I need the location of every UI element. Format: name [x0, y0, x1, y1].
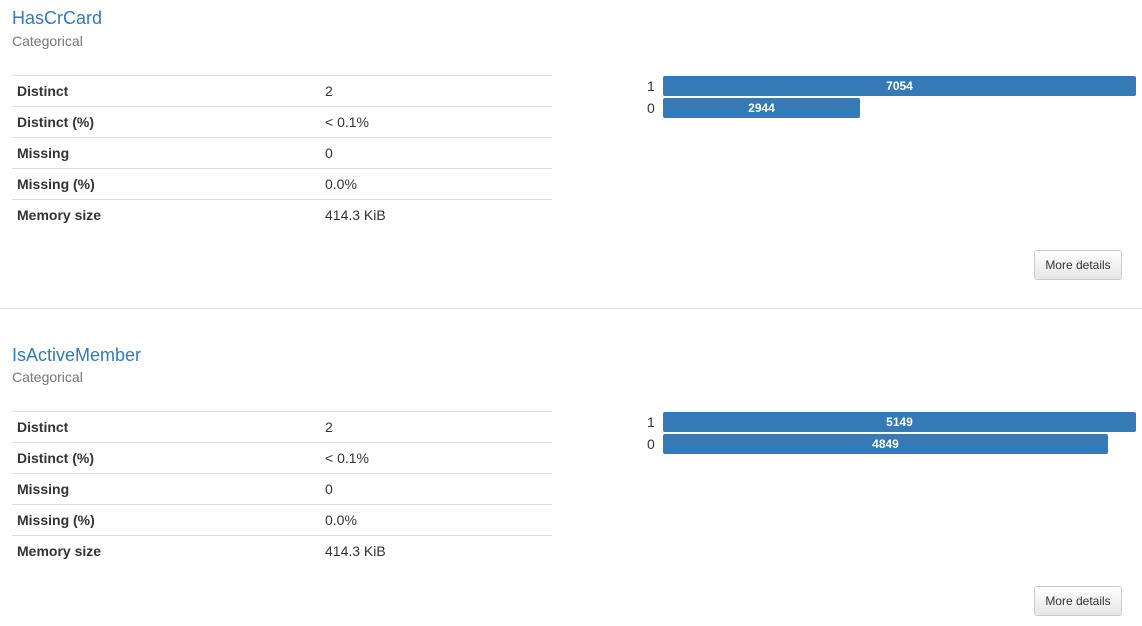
bar-value-label: 4849: [872, 437, 899, 451]
bar: 4849: [663, 434, 1108, 454]
table-row: Missing 0: [12, 473, 552, 505]
bar-value-label: 5149: [886, 415, 913, 429]
stats-table: Distinct 2 Distinct (%) < 0.1% Missing 0…: [12, 411, 552, 566]
stat-label: Distinct: [12, 75, 320, 107]
bar: 7054: [663, 76, 1136, 96]
bar-value-label: 2944: [748, 101, 775, 115]
variable-title[interactable]: IsActiveMember: [12, 345, 142, 365]
table-row: Missing 0: [12, 137, 552, 169]
bar: 5149: [663, 412, 1136, 432]
bar-category-label: 0: [647, 436, 655, 452]
stat-value: 0.0%: [320, 168, 552, 200]
stat-value: 0.0%: [320, 504, 552, 536]
table-row: Distinct (%) < 0.1%: [12, 442, 552, 474]
stat-value: 414.3 KiB: [320, 199, 552, 230]
stat-value: 2: [320, 75, 552, 107]
stat-value: 414.3 KiB: [320, 535, 552, 566]
table-row: Distinct (%) < 0.1%: [12, 106, 552, 138]
table-row: Missing (%) 0.0%: [12, 504, 552, 536]
variable-type: Categorical: [12, 369, 83, 385]
stat-label: Missing (%): [12, 504, 320, 536]
more-details-button[interactable]: More details: [1034, 250, 1122, 280]
bar-row: 0 4849: [640, 434, 1140, 454]
section-divider: [0, 308, 1142, 309]
stats-table: Distinct 2 Distinct (%) < 0.1% Missing 0…: [12, 75, 552, 230]
stat-label: Distinct (%): [12, 106, 320, 138]
stat-value: < 0.1%: [320, 442, 552, 474]
stat-value: 0: [320, 473, 552, 505]
stat-label: Distinct (%): [12, 442, 320, 474]
table-row: Missing (%) 0.0%: [12, 168, 552, 200]
stat-label: Memory size: [12, 199, 320, 230]
bar: 2944: [663, 98, 860, 118]
stat-value: 2: [320, 411, 552, 443]
stat-label: Distinct: [12, 411, 320, 443]
table-row: Memory size 414.3 KiB: [12, 199, 552, 230]
variable-title[interactable]: HasCrCard: [12, 8, 103, 28]
stat-label: Memory size: [12, 535, 320, 566]
stat-label: Missing: [12, 137, 320, 169]
stat-label: Missing (%): [12, 168, 320, 200]
table-row: Memory size 414.3 KiB: [12, 535, 552, 566]
stat-value: < 0.1%: [320, 106, 552, 138]
variable-type: Categorical: [12, 33, 83, 49]
table-row: Distinct 2: [12, 411, 552, 443]
bar-category-label: 0: [647, 100, 655, 116]
bar-row: 1 5149: [640, 412, 1140, 432]
bar-row: 1 7054: [640, 76, 1140, 96]
bar-category-label: 1: [647, 78, 655, 94]
bar-value-label: 7054: [886, 79, 913, 93]
bar-category-label: 1: [647, 414, 655, 430]
stat-value: 0: [320, 137, 552, 169]
table-row: Distinct 2: [12, 75, 552, 107]
bar-row: 0 2944: [640, 98, 1140, 118]
more-details-button[interactable]: More details: [1034, 586, 1122, 616]
stat-label: Missing: [12, 473, 320, 505]
